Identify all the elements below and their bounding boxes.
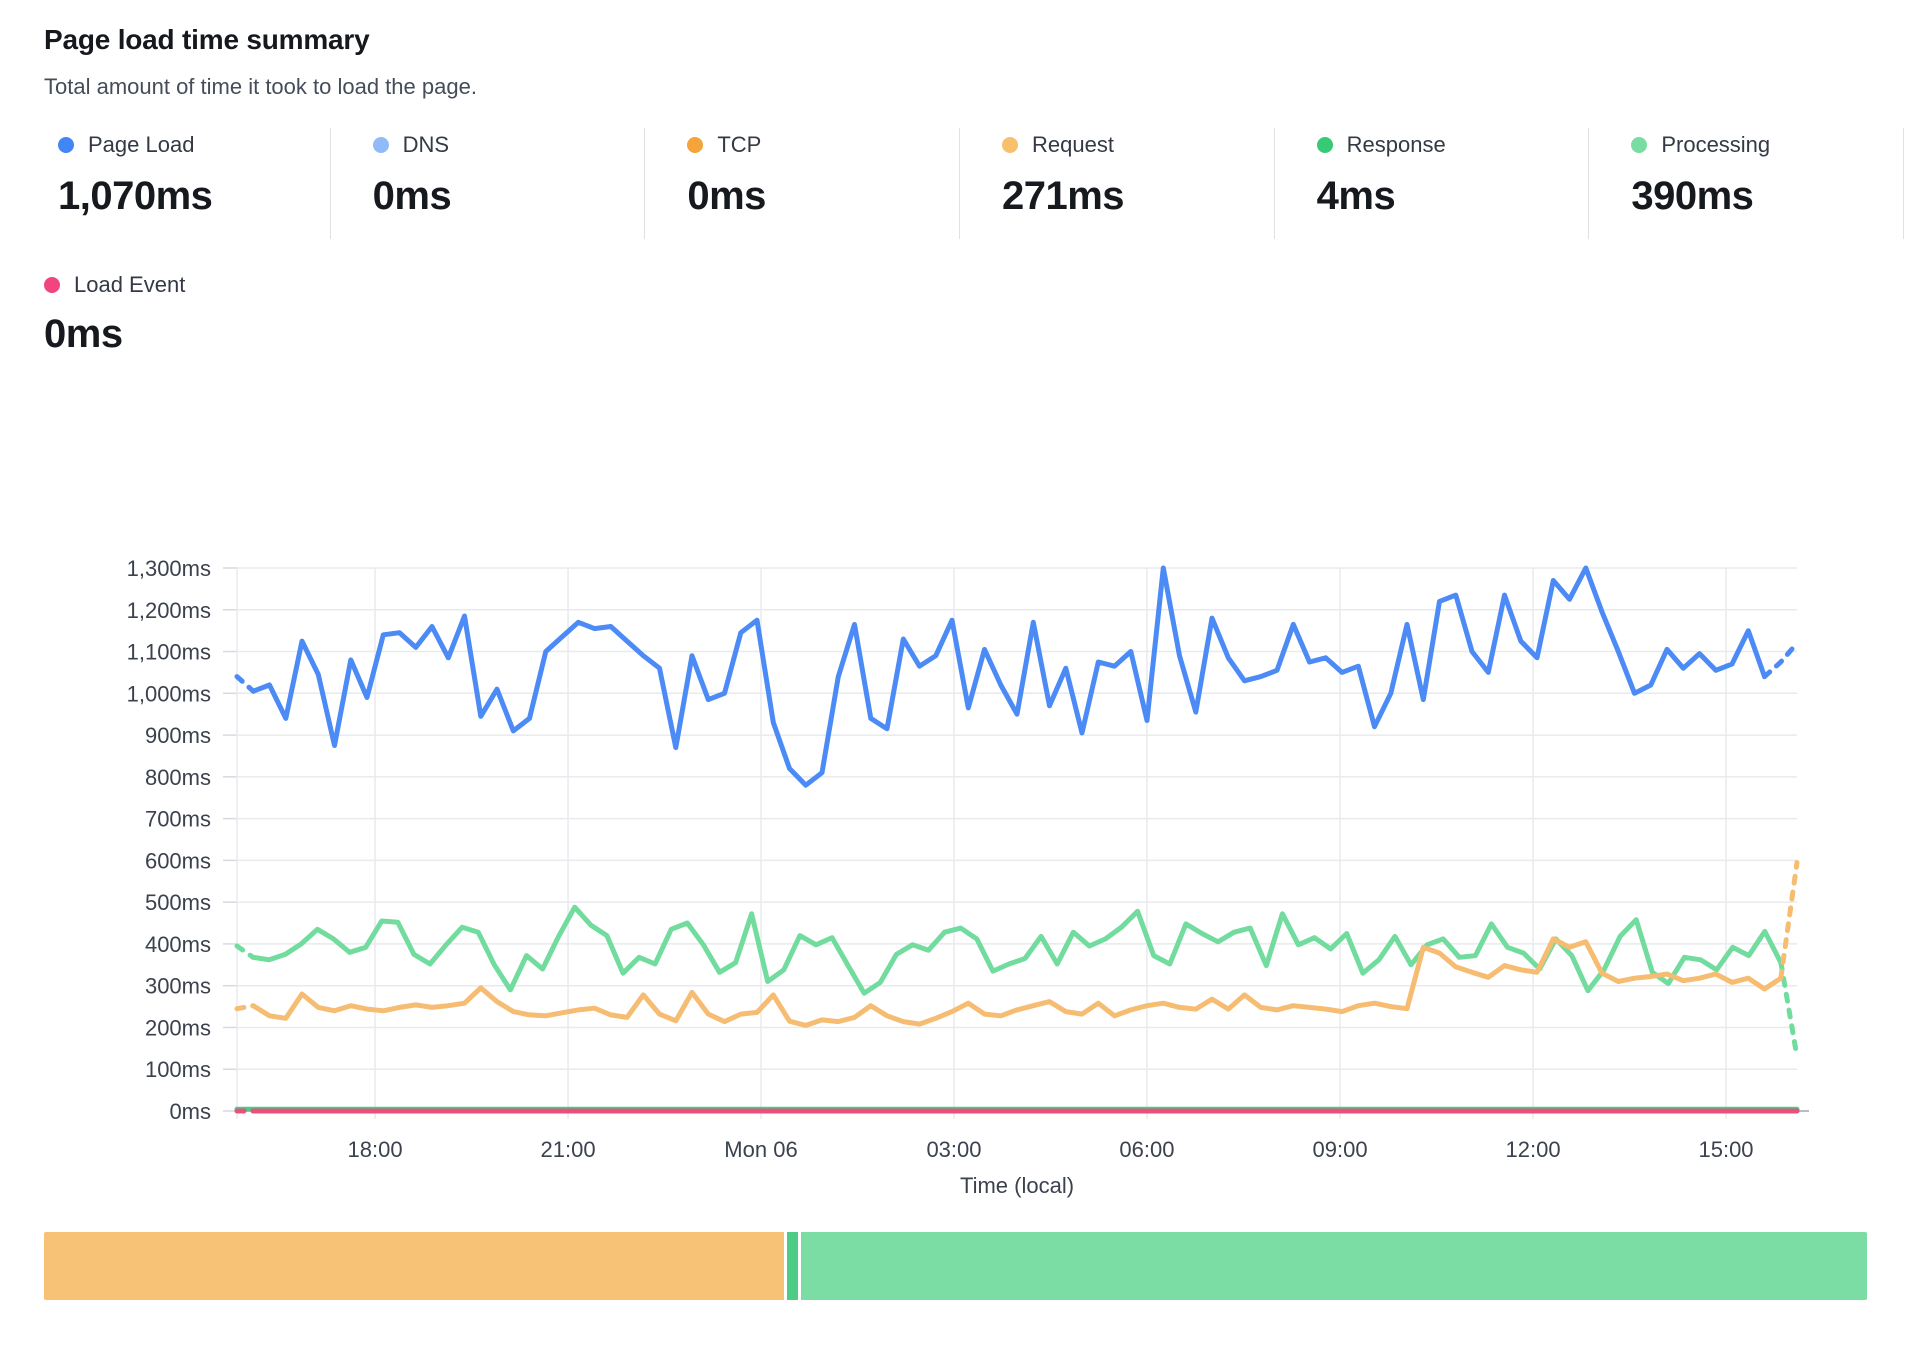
processing-line [234, 943, 256, 960]
y-axis-tick-label: 200ms [145, 1015, 211, 1040]
stat-value: 271ms [1001, 174, 1125, 218]
stat-label: DNS [402, 132, 450, 157]
stat-load-event: Load Event 0ms [44, 272, 185, 357]
tcp-dot-icon [687, 137, 704, 153]
stat-processing: Processing 390ms [1589, 128, 1904, 239]
stat-value: 4ms [1316, 174, 1396, 218]
load-event-dot-icon [44, 277, 60, 293]
y-axis-tick-label: 0ms [169, 1099, 211, 1124]
stat-label: Processing [1661, 132, 1771, 157]
duration-breakdown-bar [44, 1232, 1867, 1300]
page-subtitle: Total amount of time it took to load the… [44, 74, 477, 99]
stat-label-row: Processing [1631, 132, 1903, 158]
y-axis-tick-label: 800ms [145, 765, 211, 790]
request-dot-icon [1001, 137, 1018, 153]
x-axis-tick-label: 06:00 [1119, 1137, 1174, 1162]
y-axis-tick-label: 1,000ms [127, 681, 211, 706]
stat-label-row: Page Load [58, 132, 330, 158]
y-axis-tick-label: 1,300ms [127, 556, 211, 581]
x-axis-tick-label: 09:00 [1313, 1137, 1368, 1162]
stat-label-row: Request [1001, 132, 1274, 158]
processing-line [1778, 960, 1800, 1060]
x-axis-tick-label: 12:00 [1506, 1137, 1561, 1162]
y-axis-tick-label: 700ms [145, 807, 211, 832]
stat-label: Load Event [74, 272, 186, 297]
stat-request: Request 271ms [960, 128, 1275, 239]
stat-tcp: TCP 0ms [645, 128, 960, 239]
stat-label-row: DNS [372, 132, 645, 158]
y-axis-tick-label: 100ms [145, 1057, 211, 1082]
y-axis-tick-label: 300ms [145, 974, 211, 999]
stat-response: Response 4ms [1275, 128, 1590, 239]
dns-dot-icon [372, 137, 389, 153]
stat-label: TCP [717, 132, 762, 157]
stat-value: 1,070ms [58, 174, 213, 218]
x-axis-tick-label: Mon 06 [724, 1137, 797, 1162]
y-axis-tick-label: 1,100ms [127, 640, 211, 665]
request-line [1778, 860, 1800, 981]
page-load-dot-icon [58, 137, 74, 153]
x-axis-tick-label: 18:00 [348, 1137, 403, 1162]
processing-dot-icon [1631, 137, 1648, 153]
request-bar-segment [44, 1232, 785, 1300]
stat-value: 0ms [372, 174, 452, 218]
stat-label: Request [1031, 132, 1114, 157]
stat-label-row: Response [1316, 132, 1589, 158]
x-axis-tick-label: 15:00 [1698, 1137, 1753, 1162]
page-title: Page load time summary [44, 24, 370, 55]
x-axis-title: Time (local) [960, 1173, 1074, 1198]
page-load-line [250, 565, 1767, 788]
x-axis-tick-label: 21:00 [541, 1137, 596, 1162]
stat-label-row: TCP [687, 132, 959, 158]
stat-label: Page Load [88, 132, 195, 157]
x-axis-tick-label: 03:00 [926, 1137, 981, 1162]
y-axis-tick-label: 500ms [145, 890, 211, 915]
stat-label-row: Load Event [44, 272, 185, 298]
processing-bar-segment [801, 1232, 1867, 1300]
stat-label: Response [1346, 132, 1446, 157]
chart-canvas: 0ms 100ms 200ms 300ms 400ms 500ms 600ms 700ms 80… [127, 556, 1809, 1198]
stat-value: 0ms [44, 312, 123, 356]
load-time-chart[interactable]: 0ms 100ms 200ms 300ms 400ms 500ms 600ms 700ms 80… [40, 450, 1870, 1210]
response-dot-icon [1316, 137, 1333, 153]
stat-value: 0ms [687, 174, 766, 218]
processing-line [250, 904, 1784, 996]
page-load-line [1762, 640, 1800, 680]
stat-dns: DNS 0ms [331, 128, 646, 239]
timing-stats-row: Page Load 1,070ms DNS 0ms TCP 0ms Reques… [16, 128, 1904, 239]
page-load-line [234, 674, 256, 694]
y-axis-tick-label: 400ms [145, 932, 211, 957]
y-axis-tick-label: 600ms [145, 848, 211, 873]
response-bar-segment [787, 1232, 799, 1300]
y-axis-tick-label: 900ms [145, 723, 211, 748]
stat-page-load: Page Load 1,070ms [16, 128, 331, 239]
widget-header: Page load time summary Total amount of t… [44, 24, 477, 100]
request-line [234, 1003, 256, 1012]
request-line [250, 936, 1784, 1028]
y-axis-tick-label: 1,200ms [127, 598, 211, 623]
stat-value: 390ms [1631, 174, 1754, 218]
